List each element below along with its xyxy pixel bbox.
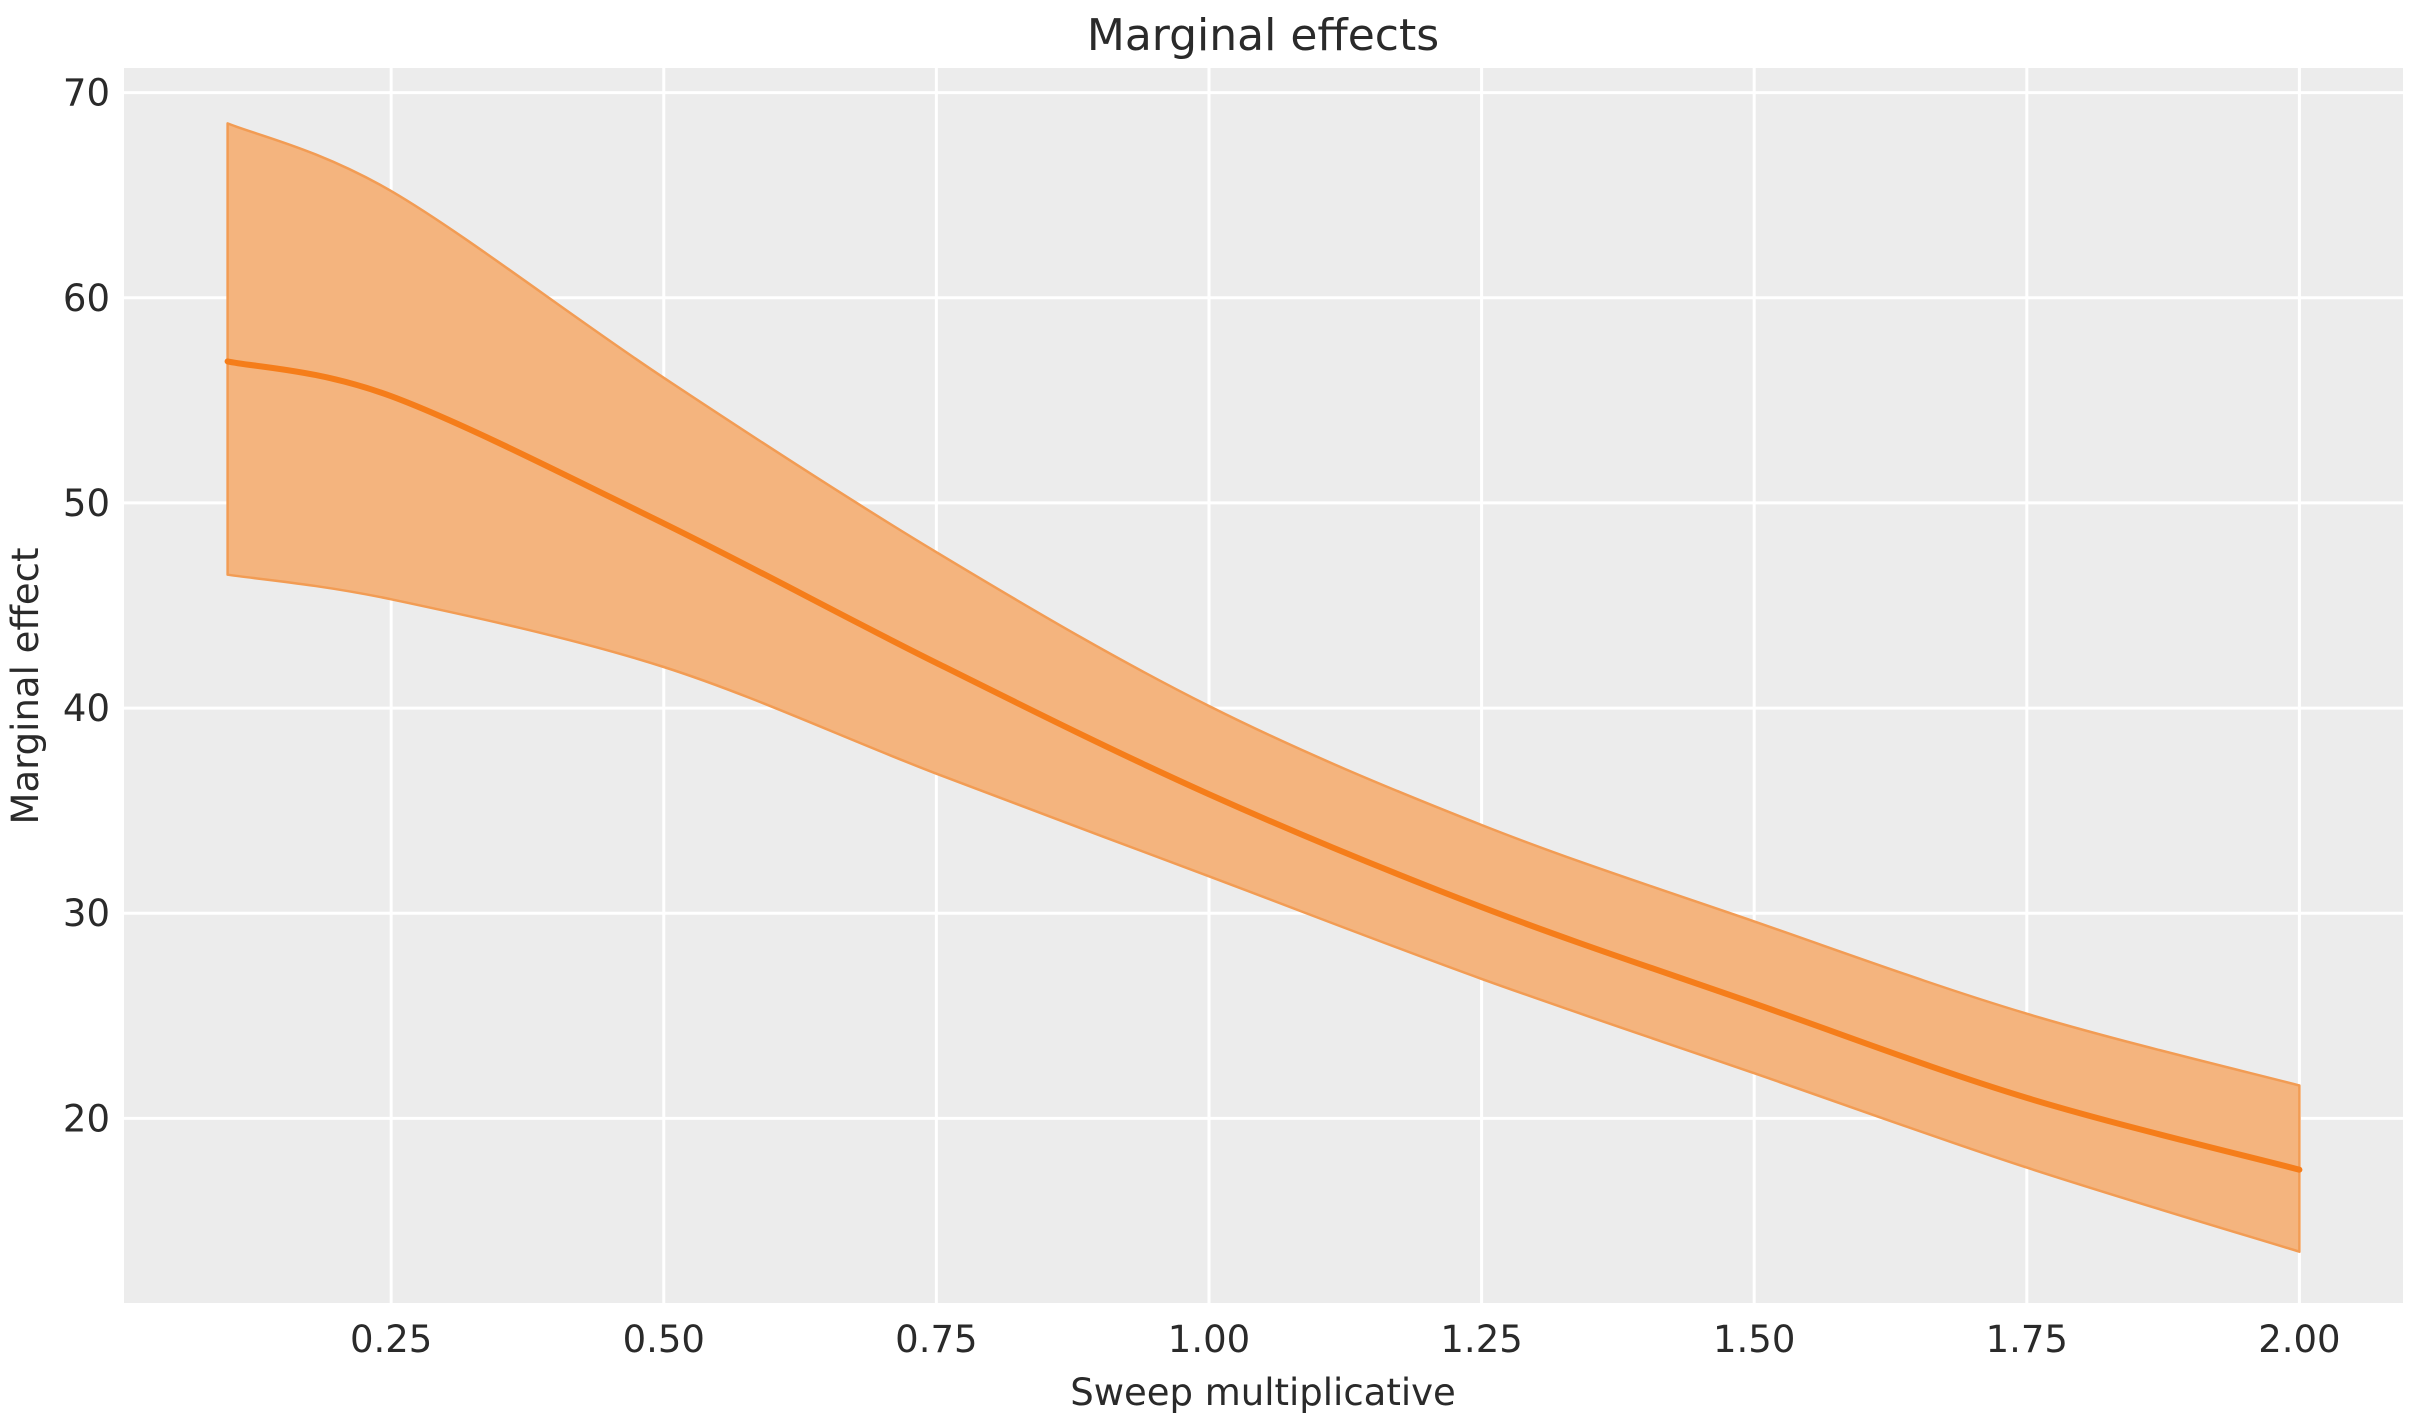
chart-title: Marginal effects — [1087, 10, 1439, 61]
confidence-band-area — [226, 122, 2301, 1253]
x-tick-label: 1.50 — [1713, 1318, 1795, 1361]
x-tick-label: 0.75 — [895, 1318, 977, 1361]
y-tick-label: 20 — [63, 1097, 110, 1140]
x-axis-ticks: 0.25 0.50 0.75 1.00 1.25 1.50 1.75 2.00 — [350, 1318, 2341, 1361]
x-tick-label: 0.50 — [623, 1318, 705, 1361]
x-tick-label: 0.25 — [350, 1318, 432, 1361]
y-axis-label: Marginal effect — [4, 548, 47, 825]
x-tick-label: 1.00 — [1168, 1318, 1250, 1361]
y-tick-label: 70 — [63, 72, 110, 115]
y-tick-label: 60 — [63, 277, 110, 320]
confidence-band — [226, 122, 2301, 1253]
y-axis-ticks: 20 30 40 50 60 70 — [63, 72, 110, 1141]
mean-line — [224, 358, 2303, 1173]
y-tick-label: 30 — [63, 892, 110, 935]
mean-line-path — [224, 358, 2303, 1173]
x-axis-label: Sweep multiplicative — [1070, 1371, 1456, 1414]
y-tick-label: 40 — [63, 687, 110, 730]
y-tick-label: 50 — [63, 482, 110, 525]
x-tick-label: 1.75 — [1986, 1318, 2068, 1361]
x-tick-label: 2.00 — [2258, 1318, 2340, 1361]
x-tick-label: 1.25 — [1440, 1318, 1522, 1361]
